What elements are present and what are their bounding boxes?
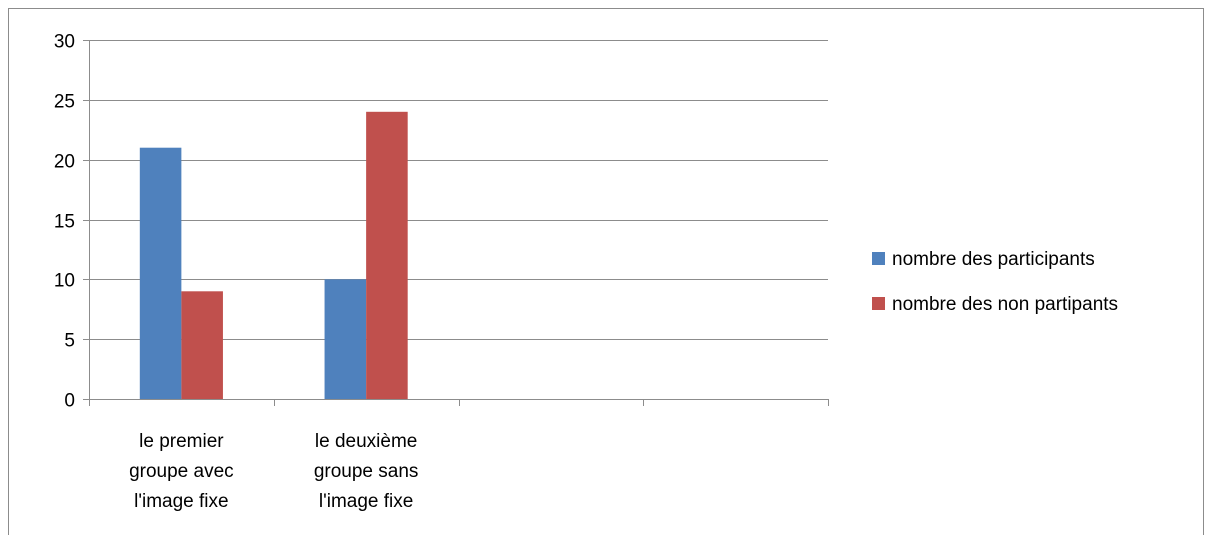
legend-label-1: nombre des non partipants [892,294,1118,315]
x-tick-label-cat1-line0: le deuxième [315,431,417,452]
bar-participants-cat1 [324,279,367,399]
x-tick-label-cat0-line1: groupe avec [129,461,234,482]
x-tick-label-cat1-line2: l'image fixe [319,491,413,512]
y-tick-label-20: 20 [54,152,75,173]
y-tick-label-30: 30 [54,32,75,53]
legend-label-0: nombre des participants [892,249,1095,270]
bar-non-participants-cat1 [366,111,408,400]
y-tick-label-5: 5 [64,331,75,352]
x-tick-label-cat0-line2: l'image fixe [134,491,228,512]
legend-swatch-0 [872,252,885,265]
x-tick-label-cat1-line1: groupe sans [314,461,419,482]
bar-non-participants-cat0 [181,291,223,399]
bar-participants-cat0 [139,147,182,399]
chart-frame [8,8,1204,535]
tick-labels: 0 5 10 15 20 25 30 le premier groupe avec l'image… [54,32,419,513]
bars [139,111,408,400]
y-tick-label-0: 0 [64,391,75,412]
x-tick-label-cat0-line0: le premier [139,431,224,452]
y-tick-label-25: 25 [54,92,75,113]
legend-swatch-1 [872,297,885,310]
y-tick-label-15: 15 [54,212,75,233]
axes [83,40,829,406]
y-tick-label-10: 10 [54,271,75,292]
legend: nombre des participants nombre des non pa… [872,249,1118,315]
